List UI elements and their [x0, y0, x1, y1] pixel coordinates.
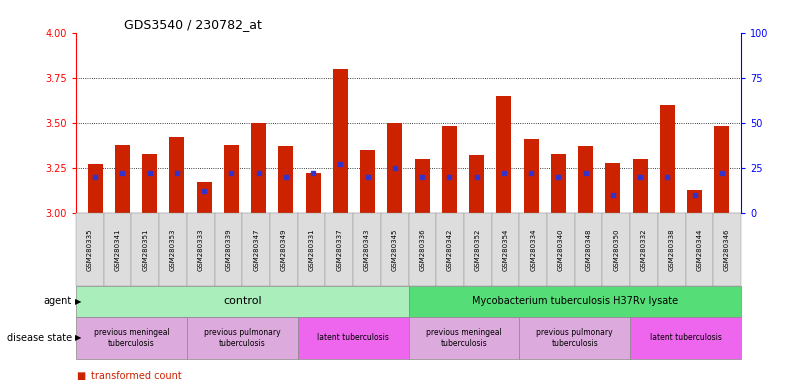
Text: GSM280348: GSM280348: [586, 228, 592, 271]
Text: GSM280343: GSM280343: [364, 228, 370, 271]
Text: GSM280351: GSM280351: [143, 228, 148, 271]
Bar: [551, 154, 566, 213]
Bar: [252, 123, 266, 213]
Bar: [279, 146, 293, 213]
Text: latent tuberculosis: latent tuberculosis: [317, 333, 389, 343]
Text: GSM280335: GSM280335: [87, 228, 93, 271]
Bar: [442, 126, 457, 213]
Bar: [687, 190, 702, 213]
Bar: [660, 105, 675, 213]
Text: previous pulmonary
tuberculosis: previous pulmonary tuberculosis: [204, 328, 280, 348]
Bar: [606, 162, 620, 213]
Text: Mycobacterium tuberculosis H37Rv lysate: Mycobacterium tuberculosis H37Rv lysate: [472, 296, 678, 306]
Text: previous meningeal
tuberculosis: previous meningeal tuberculosis: [426, 328, 501, 348]
Text: ▶: ▶: [75, 333, 82, 343]
Text: GSM280353: GSM280353: [170, 228, 176, 271]
Bar: [415, 159, 429, 213]
Text: GSM280334: GSM280334: [530, 228, 536, 271]
Text: GSM280332: GSM280332: [641, 228, 647, 271]
Bar: [360, 150, 375, 213]
Text: GSM280346: GSM280346: [724, 228, 730, 271]
Text: GSM280345: GSM280345: [392, 228, 397, 271]
Text: ■: ■: [76, 371, 86, 381]
Text: agent: agent: [44, 296, 72, 306]
Text: disease state: disease state: [7, 333, 72, 343]
Bar: [170, 137, 184, 213]
Text: GSM280349: GSM280349: [281, 228, 287, 271]
Text: control: control: [223, 296, 262, 306]
Bar: [633, 159, 647, 213]
Text: GSM280352: GSM280352: [475, 228, 481, 271]
Text: latent tuberculosis: latent tuberculosis: [650, 333, 722, 343]
Text: GSM280333: GSM280333: [198, 228, 203, 271]
Text: GSM280339: GSM280339: [225, 228, 231, 271]
Bar: [497, 96, 511, 213]
Text: ▶: ▶: [75, 297, 82, 306]
Text: GSM280338: GSM280338: [669, 228, 674, 271]
Bar: [578, 146, 593, 213]
Text: GDS3540 / 230782_at: GDS3540 / 230782_at: [124, 18, 262, 31]
Text: GSM280337: GSM280337: [336, 228, 342, 271]
Text: GSM280350: GSM280350: [614, 228, 619, 271]
Bar: [306, 174, 320, 213]
Bar: [224, 144, 239, 213]
Bar: [524, 139, 538, 213]
Text: GSM280347: GSM280347: [253, 228, 260, 271]
Text: transformed count: transformed count: [91, 371, 181, 381]
Bar: [714, 126, 730, 213]
Bar: [388, 123, 402, 213]
Text: GSM280336: GSM280336: [420, 228, 425, 271]
Bar: [197, 182, 211, 213]
Bar: [142, 154, 157, 213]
Text: GSM280341: GSM280341: [115, 228, 121, 271]
Text: previous pulmonary
tuberculosis: previous pulmonary tuberculosis: [537, 328, 613, 348]
Text: GSM280354: GSM280354: [502, 228, 509, 271]
Text: GSM280342: GSM280342: [447, 228, 453, 271]
Bar: [469, 156, 484, 213]
Text: GSM280340: GSM280340: [557, 228, 564, 271]
Bar: [87, 164, 103, 213]
Text: GSM280331: GSM280331: [308, 228, 315, 271]
Text: previous meningeal
tuberculosis: previous meningeal tuberculosis: [94, 328, 169, 348]
Text: GSM280344: GSM280344: [696, 228, 702, 271]
Bar: [333, 69, 348, 213]
Bar: [115, 144, 130, 213]
